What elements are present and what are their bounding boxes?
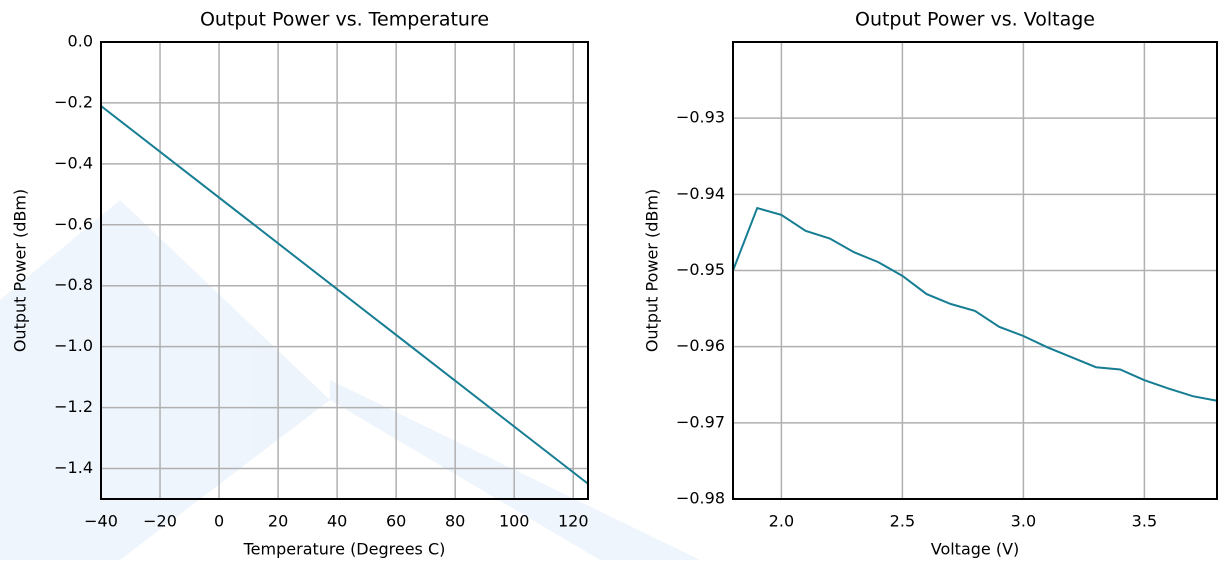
y-tick-label: −0.96 bbox=[676, 336, 725, 355]
y-tick-label: −0.98 bbox=[676, 489, 725, 508]
x-tick-label: 2.5 bbox=[890, 512, 915, 531]
y-axis-label: Output Power (dBm) bbox=[643, 189, 662, 352]
y-tick-label: −0.2 bbox=[54, 92, 93, 111]
chart-title: Output Power vs. Temperature bbox=[200, 9, 489, 31]
y-tick-label: −0.6 bbox=[54, 214, 93, 233]
y-tick-label: −0.8 bbox=[54, 275, 93, 294]
data-line bbox=[732, 206, 1218, 402]
x-axis-label: Voltage (V) bbox=[931, 540, 1020, 559]
y-tick-label: −0.97 bbox=[676, 412, 725, 431]
x-tick-label: 20 bbox=[268, 512, 288, 531]
x-tick-label: 80 bbox=[445, 512, 465, 531]
watermark-shape bbox=[0, 200, 330, 560]
watermark bbox=[0, 200, 700, 560]
y-tick-label: −0.93 bbox=[676, 108, 725, 127]
x-tick-label: 120 bbox=[558, 512, 589, 531]
data-line bbox=[100, 105, 589, 485]
plot-frame bbox=[100, 41, 589, 500]
x-tick-label: 60 bbox=[386, 512, 406, 531]
y-tick-label: −0.4 bbox=[54, 153, 93, 172]
x-tick-label: 40 bbox=[327, 512, 347, 531]
x-tick-label: 0 bbox=[214, 512, 224, 531]
y-tick-label: −1.2 bbox=[54, 397, 93, 416]
y-tick-label: −1.4 bbox=[54, 458, 93, 477]
y-tick-label: −1.0 bbox=[54, 336, 93, 355]
chart-title: Output Power vs. Voltage bbox=[855, 9, 1095, 31]
x-tick-label: 2.0 bbox=[769, 512, 794, 531]
x-tick-label: 100 bbox=[499, 512, 530, 531]
x-tick-label: −20 bbox=[143, 512, 177, 531]
y-axis-label: Output Power (dBm) bbox=[11, 189, 30, 352]
x-axis-label: Temperature (Degrees C) bbox=[243, 540, 446, 559]
x-tick-label: 3.5 bbox=[1132, 512, 1157, 531]
y-tick-label: −0.94 bbox=[676, 184, 725, 203]
y-tick-label: −0.95 bbox=[676, 260, 725, 279]
plot-frame bbox=[732, 41, 1218, 500]
watermark-shape bbox=[330, 380, 700, 560]
x-tick-label: −40 bbox=[84, 512, 118, 531]
x-tick-label: 3.0 bbox=[1011, 512, 1036, 531]
y-tick-label: 0.0 bbox=[68, 32, 93, 51]
